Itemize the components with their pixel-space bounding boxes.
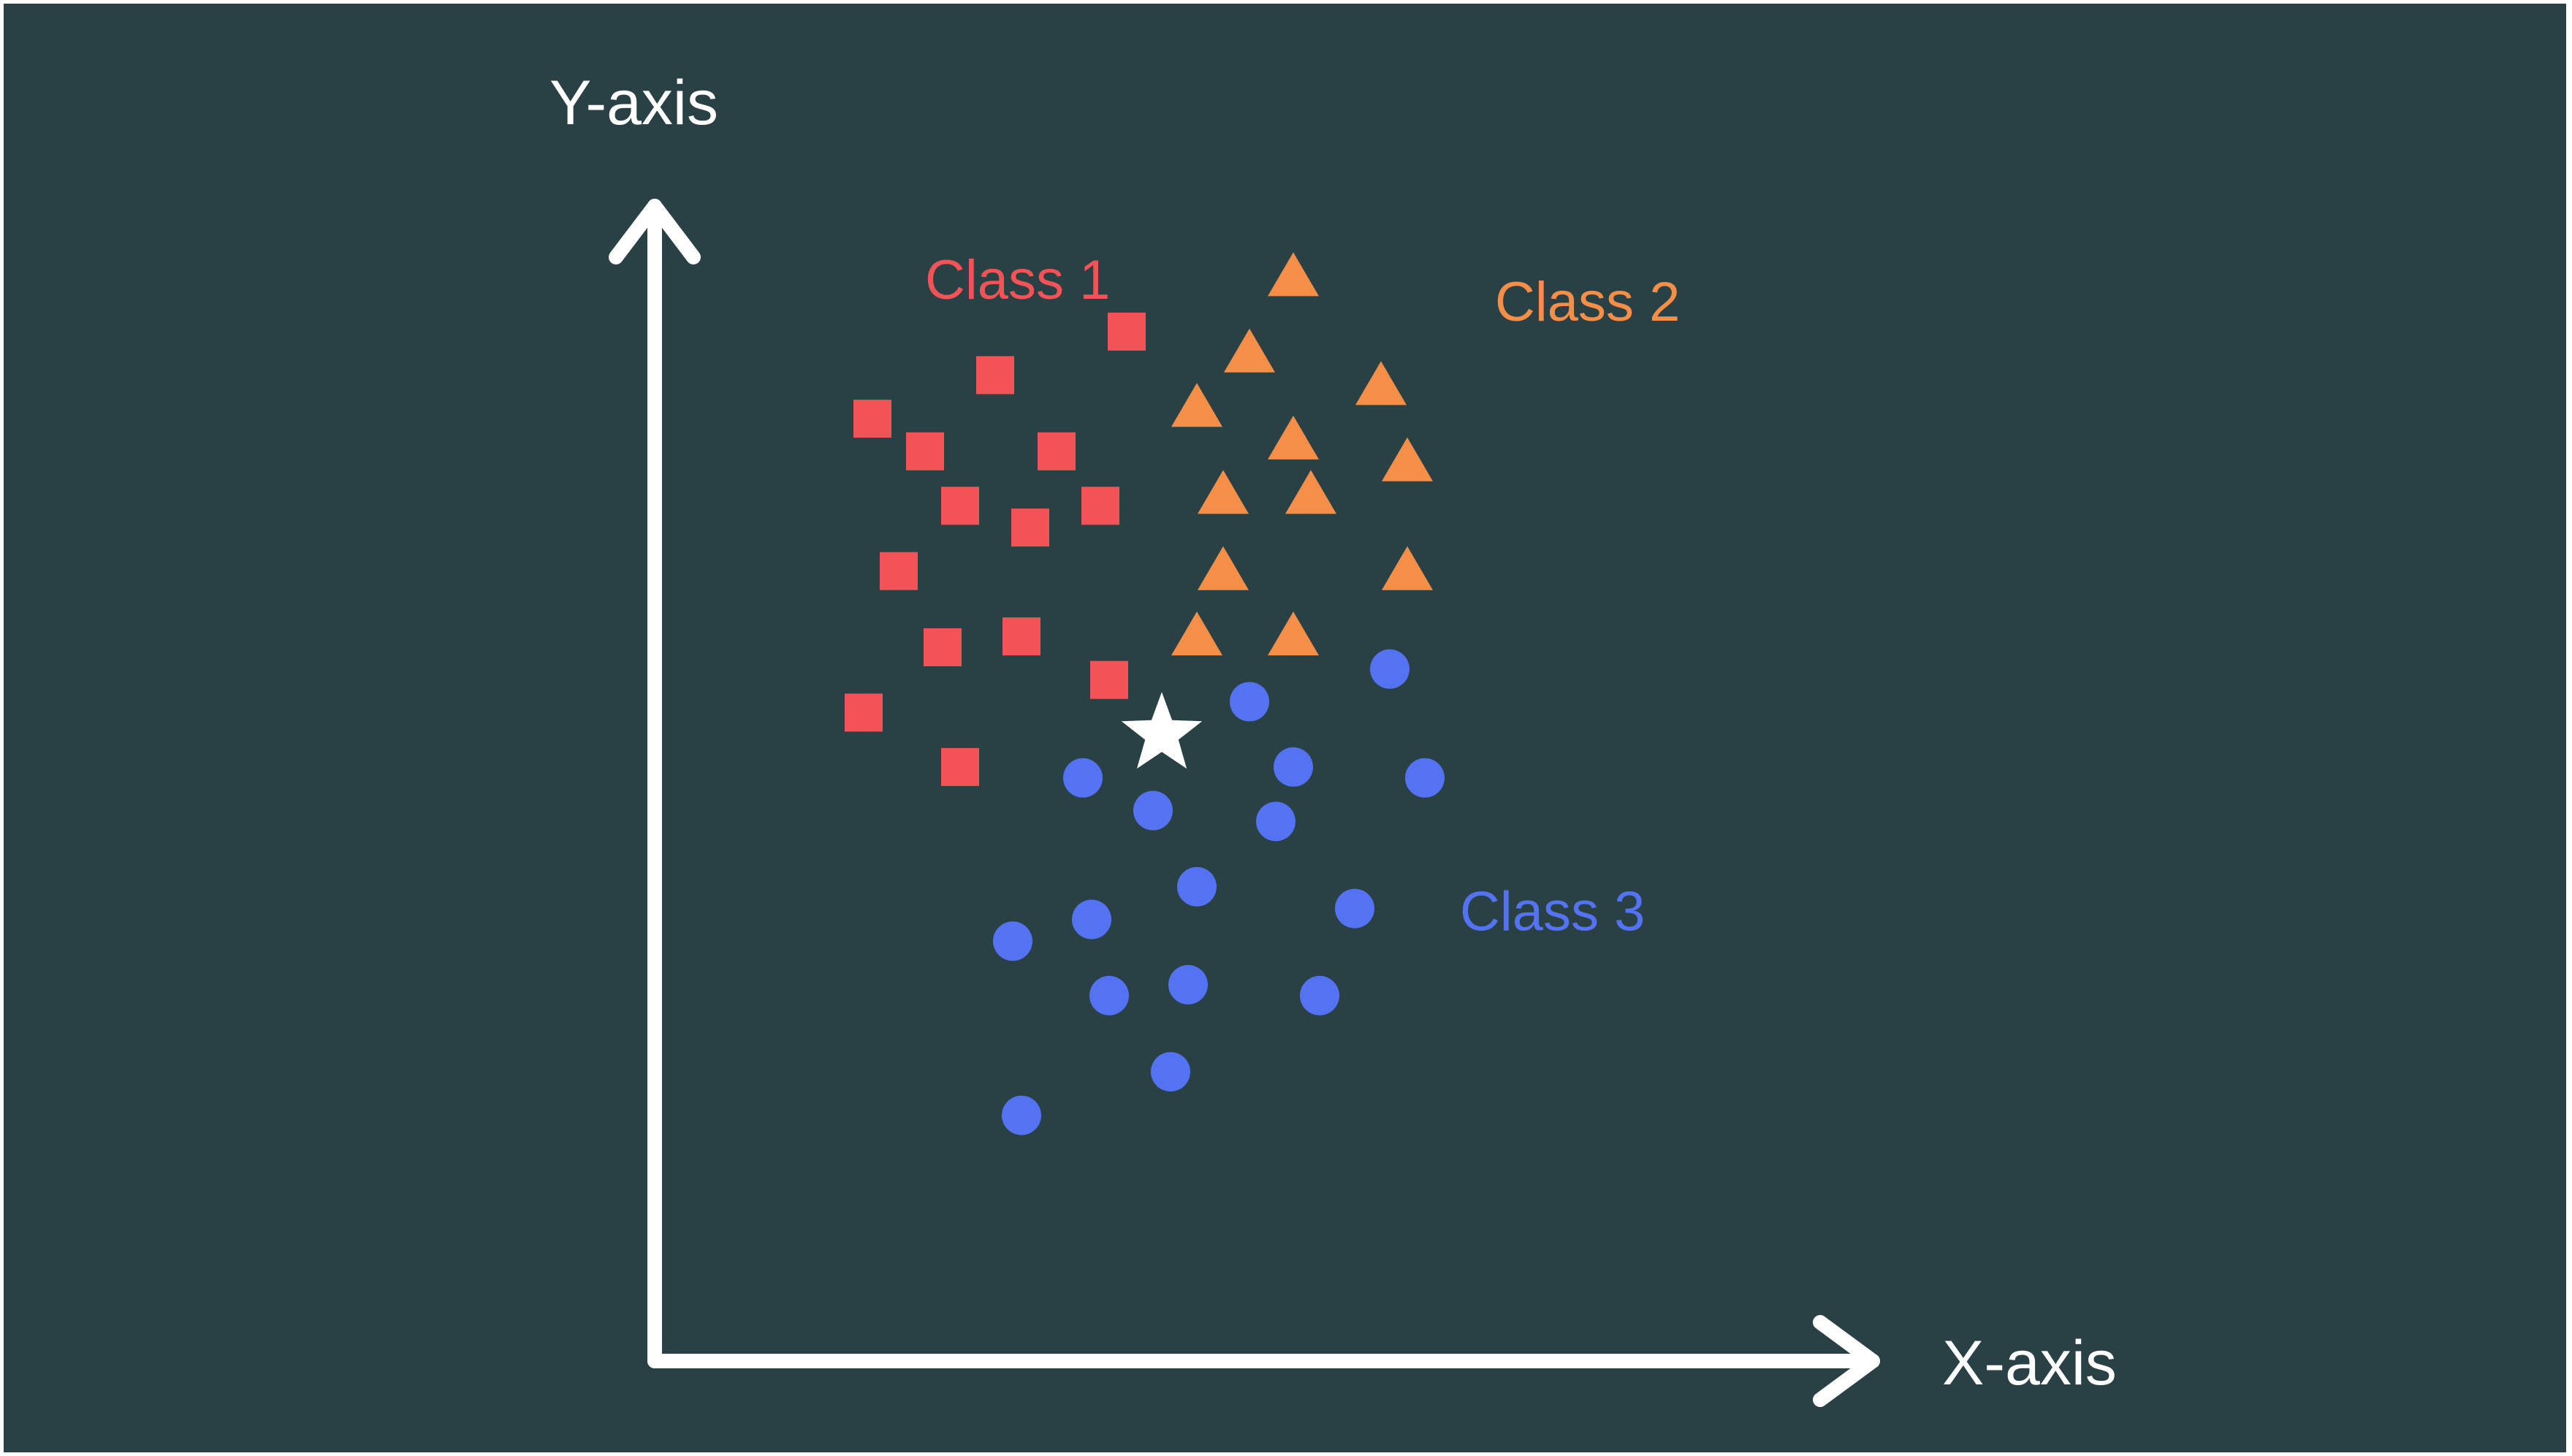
class-2-point-9 (1198, 546, 1249, 590)
class-2-point-1 (1268, 252, 1319, 297)
x-axis-title: X-axis (1942, 1328, 2117, 1398)
class-1-point-1 (1108, 312, 1146, 351)
class-3-point-5 (1405, 758, 1445, 798)
class-1-point-13 (845, 693, 883, 732)
class-labels: Class 1 Class 2 Class 3 (925, 249, 1680, 942)
y-axis-arrowhead (609, 199, 701, 264)
class-3-label: Class 3 (1460, 880, 1645, 942)
data-points (845, 252, 1445, 1135)
class-2-point-10 (1382, 546, 1433, 590)
class-2-point-7 (1198, 470, 1249, 514)
class-1-point-14 (941, 747, 979, 786)
class-3-point-7 (1256, 801, 1295, 842)
class-1-point-8 (1081, 487, 1119, 525)
class-3-point-16 (1002, 1095, 1041, 1135)
class-3-point-10 (1072, 899, 1111, 939)
y-axis-title: Y-axis (549, 68, 718, 138)
class-2-point-5 (1268, 415, 1319, 460)
class-1-point-11 (1002, 617, 1040, 656)
class-3-point-13 (1168, 964, 1208, 1005)
class-1-point-3 (853, 400, 891, 438)
class-2-point-11 (1171, 611, 1222, 656)
query-point-star (1121, 692, 1203, 769)
class-1-label: Class 1 (925, 249, 1110, 311)
class-1-point-4 (906, 432, 944, 470)
chart-background (4, 4, 2566, 1452)
axes (609, 199, 1880, 1407)
class-3-point-14 (1300, 975, 1339, 1015)
class-3-point-8 (1177, 866, 1217, 907)
class-3-point-2 (1230, 682, 1269, 722)
class-2-point-12 (1268, 611, 1319, 656)
class-1-point-9 (880, 552, 918, 590)
class-2-point-4 (1171, 383, 1222, 427)
class-3-point-4 (1274, 747, 1313, 787)
class-3-point-11 (993, 921, 1032, 961)
class-1-point-10 (924, 628, 962, 666)
class-1-point-12 (1090, 660, 1128, 699)
class-2-point-8 (1285, 470, 1336, 514)
class-2-point-6 (1382, 437, 1433, 481)
class-2-label: Class 2 (1495, 271, 1680, 333)
x-axis-arrowhead (1813, 1315, 1880, 1407)
class-3-point-3 (1063, 758, 1103, 798)
class-1-point-6 (941, 487, 979, 525)
class-3-point-1 (1370, 649, 1409, 689)
class-1-point-7 (1011, 508, 1049, 547)
class-1-point-5 (1038, 432, 1076, 470)
class-3-point-12 (1089, 975, 1129, 1015)
class-3-point-9 (1335, 888, 1374, 929)
class-3-point-6 (1133, 790, 1173, 831)
class-2-point-2 (1224, 328, 1275, 373)
class-2-point-3 (1355, 361, 1407, 405)
class-1-point-2 (976, 356, 1014, 395)
class-3-point-15 (1151, 1052, 1190, 1092)
